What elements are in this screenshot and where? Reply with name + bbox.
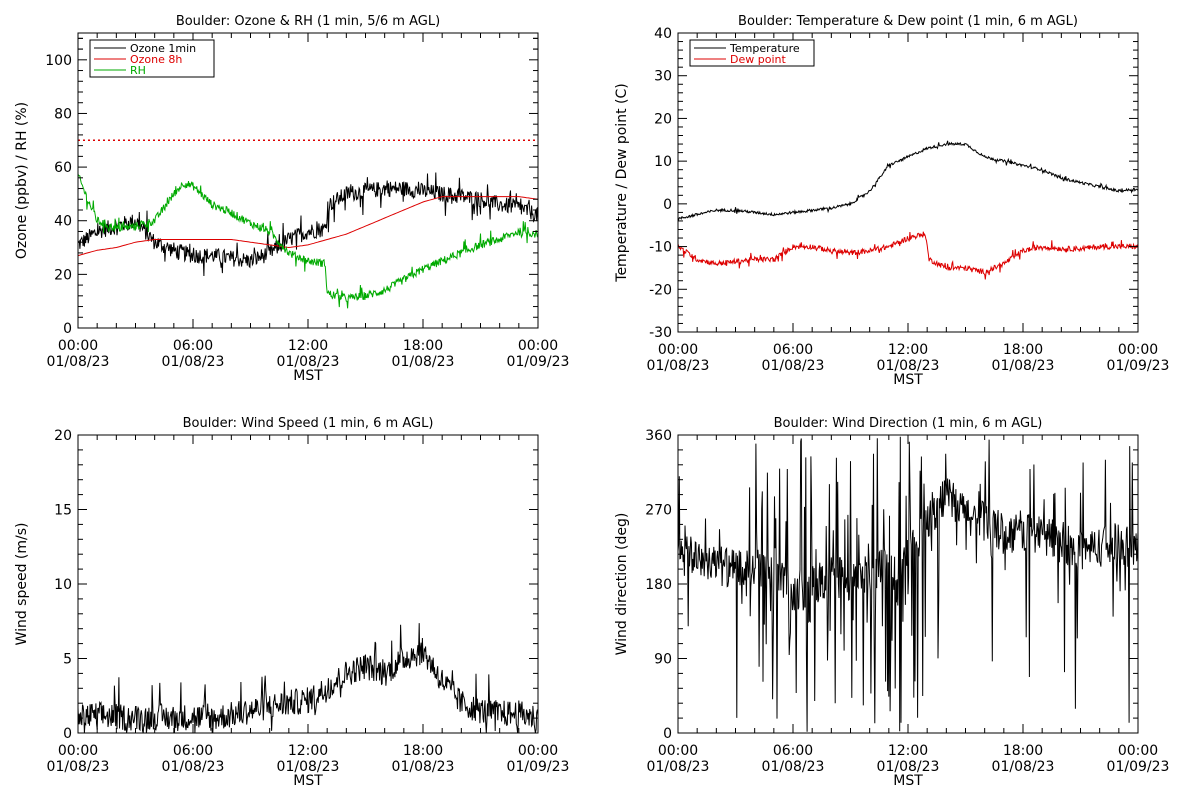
- x-tick-label-date: 01/08/23: [647, 358, 710, 374]
- x-tick-label-time: 12:00: [888, 743, 928, 759]
- series-line-ozone-8h: [77, 196, 539, 257]
- x-tick-label-time: 00:00: [518, 743, 558, 759]
- legend-label: Ozone 1min: [130, 42, 196, 55]
- x-tick-label-date: 01/08/23: [162, 354, 225, 370]
- y-tick-label: 40: [654, 26, 672, 42]
- y-tick-label: 0: [63, 321, 72, 337]
- chart-ozone: Boulder: Ozone & RH (1 min, 5/6 m AGL) 0 2…: [14, 14, 569, 384]
- chart-title: Boulder: Wind Speed (1 min, 6 m AGL): [183, 416, 434, 431]
- series-line-temperature: [677, 140, 1139, 222]
- series-line-dew-point: [677, 231, 1139, 280]
- x-tick-label-date: 01/08/23: [392, 354, 455, 370]
- y-tick-label: 0: [63, 726, 72, 742]
- x-tick-label-date: 01/08/23: [277, 354, 340, 370]
- x-tick-label-time: 18:00: [403, 743, 443, 759]
- x-tick-label-time: 18:00: [1003, 743, 1043, 759]
- x-tick-label-date: 01/09/23: [1107, 759, 1170, 775]
- x-tick-label-time: 06:00: [173, 338, 213, 354]
- chart-winddir: Boulder: Wind Direction (1 min, 6 m AGL)…: [614, 416, 1169, 789]
- x-tick-label-date: 01/09/23: [507, 759, 570, 775]
- x-tick-label-time: 00:00: [58, 743, 98, 759]
- x-axis-label: MST: [293, 368, 323, 384]
- x-tick-label-time: 00:00: [58, 338, 98, 354]
- x-tick-label-date: 01/08/23: [162, 759, 225, 775]
- x-tick-label-time: 06:00: [773, 342, 813, 358]
- y-tick-label: 10: [54, 577, 72, 593]
- x-tick-label-time: 12:00: [288, 743, 328, 759]
- x-axis-label: MST: [893, 773, 923, 789]
- y-axis-label: Wind speed (m/s): [14, 523, 30, 646]
- chart-title: Boulder: Temperature & Dew point (1 min,…: [738, 14, 1078, 29]
- x-tick-label-time: 00:00: [658, 743, 698, 759]
- x-tick-label-time: 06:00: [173, 743, 213, 759]
- chart-title: Boulder: Wind Direction (1 min, 6 m AGL): [774, 416, 1043, 431]
- x-tick-label-time: 00:00: [658, 342, 698, 358]
- x-tick-label-time: 00:00: [1118, 743, 1158, 759]
- y-tick-label: 360: [645, 428, 672, 444]
- x-tick-label-time: 00:00: [1118, 342, 1158, 358]
- x-tick-label-time: 06:00: [773, 743, 813, 759]
- series-line-rh: [77, 173, 539, 309]
- y-tick-label: 20: [54, 428, 72, 444]
- y-tick-label: 0: [663, 726, 672, 742]
- y-axis-label: Wind direction (deg): [614, 513, 630, 656]
- x-tick-label-date: 01/08/23: [47, 354, 110, 370]
- chart-temperature: Boulder: Temperature & Dew point (1 min,…: [614, 14, 1169, 388]
- x-tick-label-time: 18:00: [403, 338, 443, 354]
- y-tick-label: 5: [63, 652, 72, 668]
- x-tick-label-date: 01/08/23: [277, 759, 340, 775]
- legend-label: Temperature: [729, 42, 800, 55]
- y-tick-label: 0: [663, 197, 672, 213]
- y-tick-label: 15: [54, 503, 72, 519]
- plot-frame: [677, 32, 1139, 333]
- y-tick-label: 80: [54, 106, 72, 122]
- y-tick-label: 40: [54, 214, 72, 230]
- y-tick-label: 270: [645, 503, 672, 519]
- y-tick-label: 20: [54, 267, 72, 283]
- y-axis-label: Temperature / Dew point (C): [614, 83, 630, 282]
- y-tick-label: 20: [654, 111, 672, 127]
- x-tick-label-date: 01/08/23: [47, 759, 110, 775]
- y-tick-label: -20: [649, 282, 672, 298]
- legend-label: Dew point: [730, 53, 786, 66]
- x-tick-label-date: 01/09/23: [1107, 358, 1170, 374]
- y-tick-label: 60: [54, 160, 72, 176]
- chart-title: Boulder: Ozone & RH (1 min, 5/6 m AGL): [176, 14, 440, 29]
- x-tick-label-date: 01/08/23: [762, 759, 825, 775]
- x-tick-label-date: 01/08/23: [877, 759, 940, 775]
- x-tick-label-time: 12:00: [888, 342, 928, 358]
- series-line-winddir: [677, 436, 1139, 732]
- x-tick-label-time: 12:00: [288, 338, 328, 354]
- y-tick-label: 180: [645, 577, 672, 593]
- x-tick-label-date: 01/09/23: [507, 354, 570, 370]
- plot-frame: [77, 434, 539, 734]
- series-line-windspeed: [77, 623, 539, 734]
- y-axis-label: Ozone (ppbv) / RH (%): [14, 102, 30, 259]
- legend-label: Ozone 8h: [130, 53, 182, 66]
- y-tick-label: 90: [654, 652, 672, 668]
- x-tick-label-date: 01/08/23: [762, 358, 825, 374]
- x-tick-label-date: 01/08/23: [877, 358, 940, 374]
- x-axis-label: MST: [293, 773, 323, 789]
- x-tick-label-time: 18:00: [1003, 342, 1043, 358]
- x-axis-label: MST: [893, 372, 923, 388]
- x-tick-label-date: 01/08/23: [647, 759, 710, 775]
- y-tick-label: -30: [649, 325, 672, 341]
- x-tick-label-date: 01/08/23: [992, 759, 1055, 775]
- y-tick-label: 10: [654, 154, 672, 170]
- legend-label: RH: [130, 64, 146, 77]
- series-line-ozone-1min: [77, 172, 539, 277]
- chart-windspeed: Boulder: Wind Speed (1 min, 6 m AGL) 0 5 10…: [14, 416, 569, 789]
- y-tick-label: 30: [654, 69, 672, 85]
- y-tick-label: 100: [45, 53, 72, 69]
- x-tick-label-time: 00:00: [518, 338, 558, 354]
- x-tick-label-date: 01/08/23: [392, 759, 455, 775]
- x-tick-label-date: 01/08/23: [992, 358, 1055, 374]
- legend-box: [689, 39, 815, 67]
- y-tick-label: -10: [649, 240, 672, 256]
